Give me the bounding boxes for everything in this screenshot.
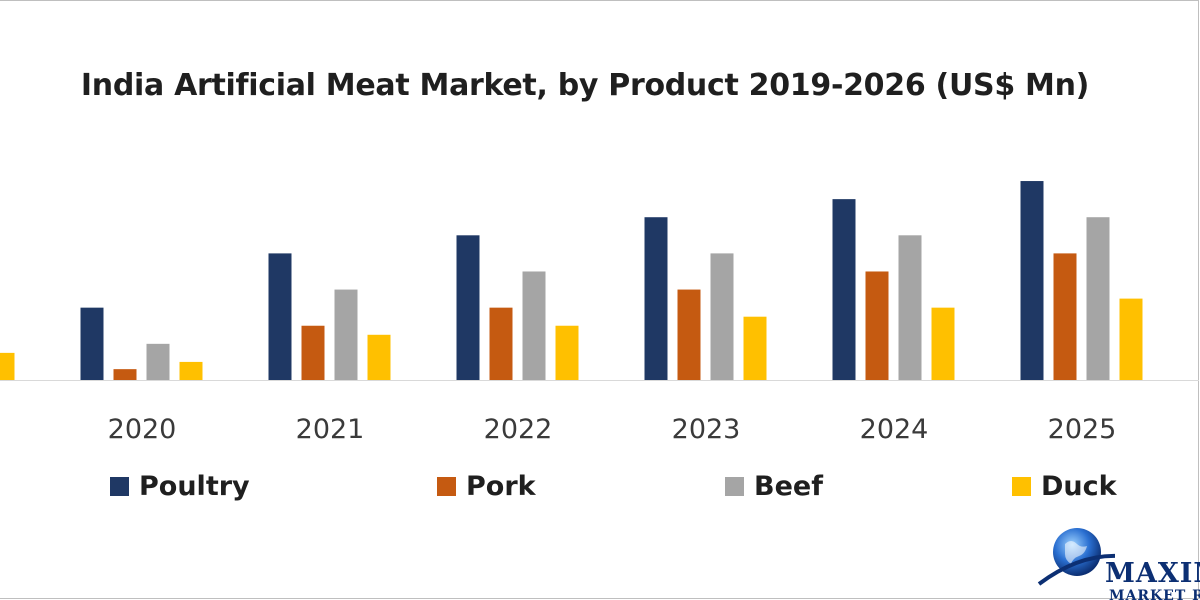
legend-item-poultry: Poultry	[110, 470, 250, 502]
bar-poultry-2020	[80, 307, 104, 380]
bar-duck-2023	[743, 316, 767, 380]
bar-pork-2022	[489, 307, 513, 380]
bar-pork-2024	[865, 271, 889, 380]
chart-title: India Artificial Meat Market, by Product…	[80, 68, 1090, 103]
bar-duck-2024	[931, 307, 955, 380]
bars-group	[0, 181, 1143, 380]
legend-label-duck: Duck	[1041, 470, 1117, 502]
legend-item-duck: Duck	[1012, 470, 1117, 502]
bar-pork-2020	[113, 369, 137, 380]
bar-duck-2022	[555, 325, 579, 380]
bar-poultry-2024	[832, 199, 856, 380]
bar-beef-2025	[1086, 217, 1110, 380]
bar-beef-2021	[334, 289, 358, 380]
legend-label-pork: Pork	[466, 470, 536, 502]
bar-poultry-2022	[456, 235, 480, 380]
logo-subtext: MARKET R	[1109, 588, 1200, 600]
legend-swatch-poultry	[110, 476, 129, 496]
legend-swatch-pork	[437, 476, 456, 496]
bar-beef-2022	[522, 271, 546, 380]
legend-item-beef: Beef	[725, 470, 823, 502]
bar-duck-partial	[0, 352, 15, 380]
x-tick-label-2024: 2024	[860, 414, 929, 445]
bar-pork-2023	[677, 289, 701, 380]
x-tick-labels: 2020 2021 2022 2023 2024 2025	[108, 414, 1117, 445]
bar-duck-2021	[367, 334, 391, 380]
bar-beef-2020	[146, 343, 170, 380]
legend-label-poultry: Poultry	[139, 470, 250, 502]
bar-beef-2024	[898, 235, 922, 380]
legend-label-beef: Beef	[754, 470, 823, 502]
bar-poultry-2023	[644, 217, 668, 380]
x-tick-label-2021: 2021	[296, 414, 365, 445]
globe-icon	[1037, 528, 1115, 586]
bar-beef-2023	[710, 253, 734, 380]
legend-swatch-beef	[725, 476, 744, 496]
bar-pork-2025	[1053, 253, 1077, 380]
x-tick-label-2020: 2020	[108, 414, 177, 445]
bar-duck-2025	[1119, 298, 1143, 380]
bar-duck-2020	[179, 361, 203, 380]
bar-poultry-2021	[268, 253, 292, 380]
x-tick-label-2025: 2025	[1048, 414, 1117, 445]
legend-swatch-duck	[1012, 476, 1031, 496]
bar-pork-2021	[301, 325, 325, 380]
x-tick-label-2022: 2022	[484, 414, 553, 445]
bar-poultry-2025	[1020, 181, 1044, 380]
x-tick-label-2023: 2023	[672, 414, 741, 445]
legend-item-pork: Pork	[437, 470, 536, 502]
